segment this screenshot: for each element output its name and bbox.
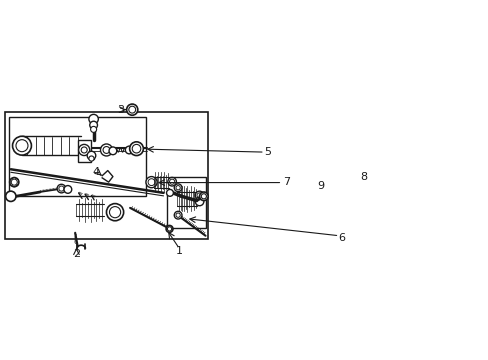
Text: 3: 3 bbox=[117, 105, 124, 114]
Circle shape bbox=[129, 142, 143, 156]
Circle shape bbox=[90, 121, 97, 129]
Circle shape bbox=[87, 151, 96, 160]
Bar bbox=[9, 117, 146, 196]
Circle shape bbox=[57, 184, 65, 193]
Circle shape bbox=[176, 185, 180, 190]
Circle shape bbox=[145, 176, 157, 188]
Text: 8: 8 bbox=[360, 172, 366, 181]
Circle shape bbox=[197, 193, 202, 198]
Bar bbox=[78, 140, 90, 162]
Circle shape bbox=[128, 106, 135, 113]
Circle shape bbox=[166, 189, 173, 196]
Circle shape bbox=[90, 126, 97, 132]
Circle shape bbox=[176, 213, 180, 217]
Circle shape bbox=[201, 194, 206, 199]
Circle shape bbox=[195, 191, 203, 200]
Bar bbox=[166, 176, 205, 228]
Circle shape bbox=[199, 192, 208, 201]
Bar bbox=[5, 112, 207, 239]
Circle shape bbox=[106, 204, 123, 221]
Circle shape bbox=[148, 179, 155, 185]
Text: 2: 2 bbox=[73, 249, 80, 259]
Text: 5: 5 bbox=[264, 147, 270, 157]
Circle shape bbox=[81, 147, 87, 153]
Circle shape bbox=[167, 227, 171, 231]
Circle shape bbox=[174, 211, 182, 219]
Circle shape bbox=[59, 186, 64, 191]
Text: 7: 7 bbox=[282, 177, 289, 187]
Circle shape bbox=[195, 197, 203, 206]
Text: 6: 6 bbox=[337, 233, 345, 243]
Circle shape bbox=[132, 144, 141, 153]
Circle shape bbox=[167, 177, 176, 186]
Circle shape bbox=[166, 225, 173, 232]
Text: 4: 4 bbox=[92, 167, 99, 177]
Text: 9: 9 bbox=[317, 181, 324, 190]
Circle shape bbox=[13, 136, 31, 155]
Circle shape bbox=[109, 147, 117, 155]
Circle shape bbox=[89, 156, 94, 161]
Circle shape bbox=[100, 144, 112, 156]
Circle shape bbox=[79, 144, 90, 156]
Circle shape bbox=[89, 114, 98, 124]
Circle shape bbox=[11, 179, 17, 185]
Circle shape bbox=[126, 104, 138, 115]
Text: 1: 1 bbox=[176, 246, 183, 256]
Polygon shape bbox=[102, 171, 113, 182]
Circle shape bbox=[6, 191, 16, 202]
Circle shape bbox=[125, 146, 133, 154]
Circle shape bbox=[174, 184, 182, 192]
Circle shape bbox=[169, 179, 174, 184]
Circle shape bbox=[64, 185, 72, 193]
Circle shape bbox=[103, 147, 110, 153]
Circle shape bbox=[16, 140, 28, 152]
Circle shape bbox=[10, 177, 19, 187]
Circle shape bbox=[109, 207, 121, 218]
